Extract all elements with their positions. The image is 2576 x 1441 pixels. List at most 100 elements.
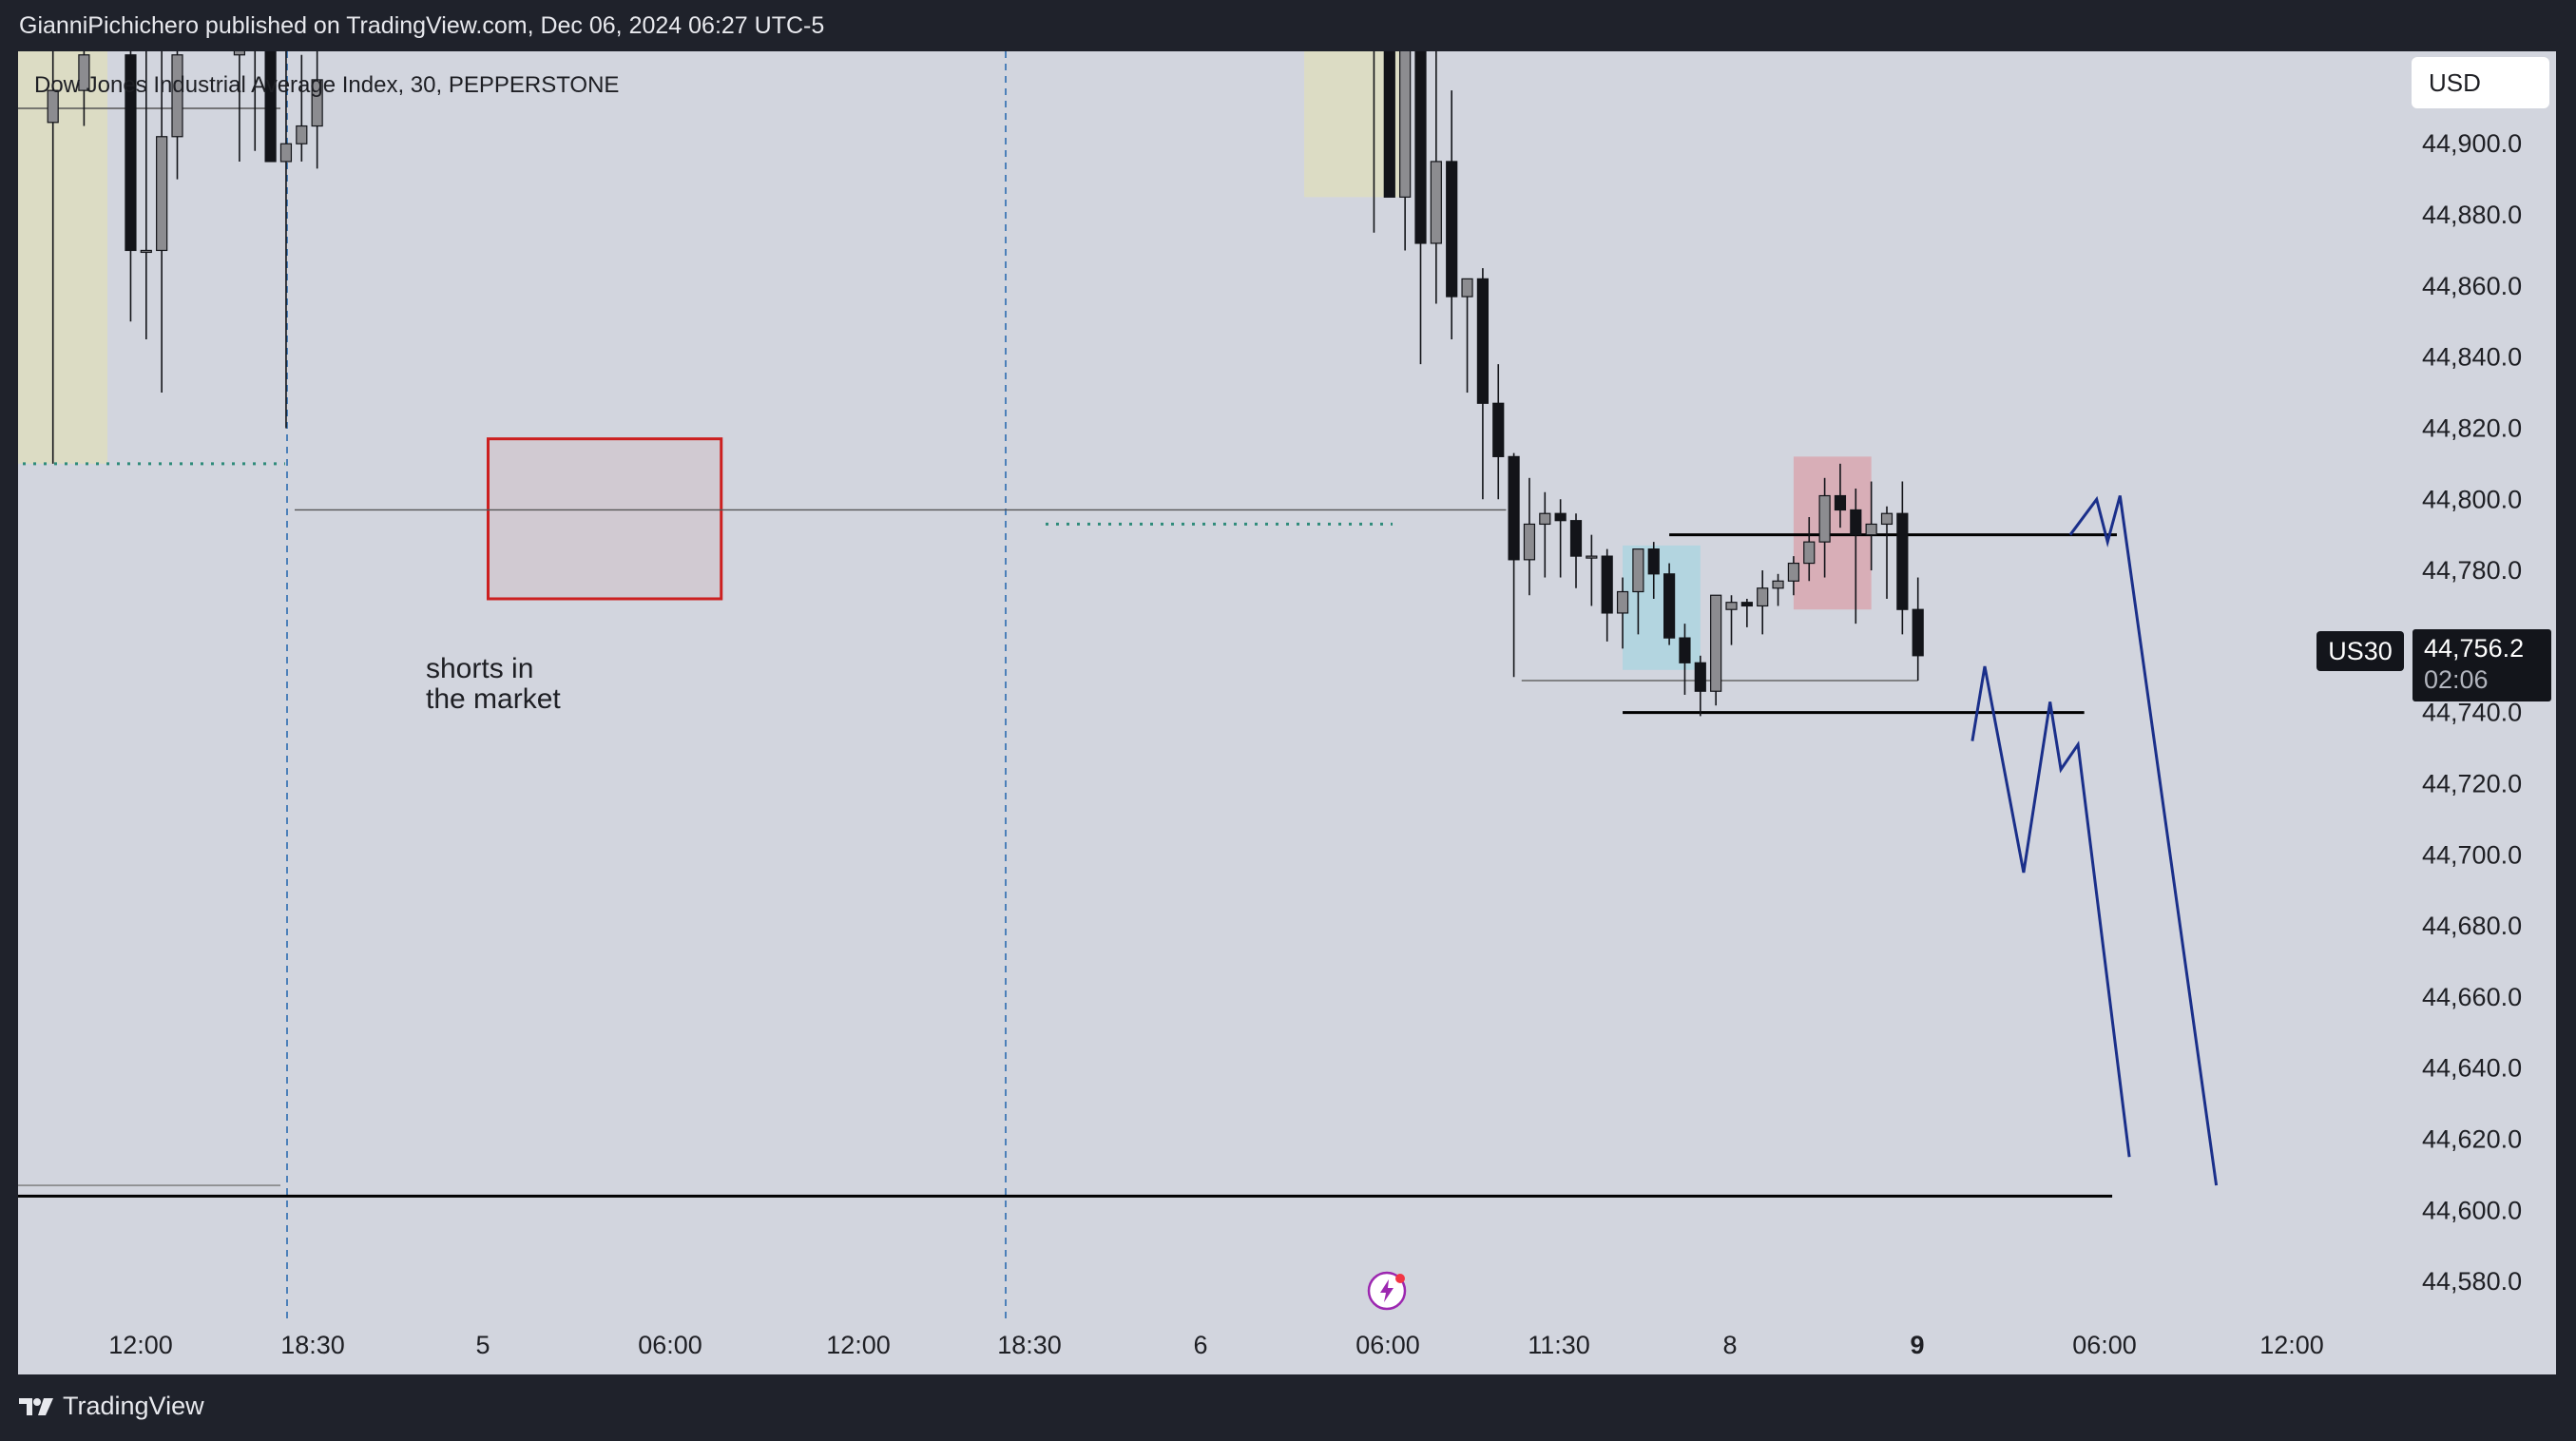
y-tick-label: 44,580.0 — [2422, 1267, 2522, 1296]
candle-body — [1725, 602, 1738, 610]
y-tick-label: 44,880.0 — [2422, 201, 2522, 229]
x-tick-label: 8 — [1722, 1331, 1737, 1359]
x-tick-label: 12:00 — [826, 1331, 891, 1359]
candle-body — [250, 30, 260, 48]
y-tick-label: 44,680.0 — [2422, 912, 2522, 940]
candle-body — [1616, 590, 1629, 614]
candle-body — [1663, 573, 1676, 639]
candle-body — [1679, 637, 1691, 663]
note-line-1: shorts in — [426, 653, 534, 684]
short-zone — [487, 437, 723, 601]
x-tick-label: 6 — [1193, 1331, 1207, 1359]
candle-body — [296, 125, 308, 144]
candle-body — [1539, 512, 1551, 526]
last-price: 44,756.2 — [2424, 634, 2525, 663]
y-tick-label: 44,600.0 — [2422, 1196, 2522, 1224]
y-tick-label: 44,640.0 — [2422, 1054, 2522, 1083]
publish-line: GianniPichichero published on TradingVie… — [19, 12, 825, 39]
candle-body — [1492, 402, 1505, 457]
y-tick-label: 44,840.0 — [2422, 343, 2522, 372]
projection-path-1 — [1970, 665, 2131, 1158]
y-tick-label: 44,780.0 — [2422, 556, 2522, 585]
x-tick-label: 5 — [475, 1331, 490, 1359]
candle-body — [1834, 494, 1847, 511]
candle-body — [311, 79, 323, 127]
candle-body — [1569, 520, 1583, 557]
y-tick-label: 44,820.0 — [2422, 413, 2522, 442]
candle-body — [1896, 512, 1909, 610]
session-highlight — [1304, 51, 1400, 198]
candle-body — [125, 54, 137, 252]
candle-body — [1772, 580, 1784, 589]
candle-body — [279, 143, 293, 163]
y-tick-label: 44,660.0 — [2422, 983, 2522, 1011]
candle-body — [1461, 278, 1473, 298]
candle-body — [1787, 562, 1800, 582]
candle-body — [1865, 523, 1877, 536]
candle-body — [1803, 541, 1816, 565]
x-tick-label: 11:30 — [1528, 1331, 1590, 1359]
x-tick-label: 06:00 — [2072, 1331, 2137, 1359]
y-tick-label: 44,700.0 — [2422, 840, 2522, 869]
symbol-description: Dow Jones Industrial Average Index, 30, … — [34, 72, 620, 98]
footer-bar: TradingView — [0, 1374, 2576, 1441]
y-tick-label: 44,860.0 — [2422, 272, 2522, 300]
candle-body — [1383, 51, 1395, 198]
candle-body — [1554, 512, 1567, 522]
x-tick-label: 06:00 — [1355, 1331, 1420, 1359]
y-tick-label: 44,620.0 — [2422, 1124, 2522, 1153]
candle-body — [140, 249, 152, 254]
candle-body — [1912, 608, 1924, 657]
candle-body — [47, 89, 59, 124]
candle-body — [1632, 548, 1644, 593]
currency-button[interactable]: USD — [2412, 57, 2549, 108]
candle-body — [1446, 161, 1458, 298]
candle-body — [1818, 494, 1831, 543]
candle-body — [1369, 19, 1379, 21]
candle-body — [1430, 161, 1442, 244]
x-tick-label: 9 — [1910, 1331, 1924, 1359]
projection-path-2 — [2068, 495, 2219, 1186]
y-tick-label: 44,740.0 — [2422, 699, 2522, 727]
chart-panel[interactable] — [18, 51, 2556, 1374]
candle-body — [264, 51, 277, 163]
y-tick-label: 44,720.0 — [2422, 769, 2522, 797]
candle-body — [1508, 455, 1520, 561]
tradingview-logo-icon — [19, 1397, 53, 1415]
candle-body — [1757, 587, 1769, 607]
x-tick-label: 12:00 — [108, 1331, 173, 1359]
last-price-tag: 44,756.2 02:06 — [2413, 629, 2551, 701]
candle-body — [1850, 509, 1862, 536]
candle-body — [1586, 555, 1598, 559]
candle-body — [1740, 602, 1753, 607]
candle-body — [1476, 278, 1490, 404]
candle-body — [1647, 548, 1660, 575]
candle-body — [1694, 662, 1706, 692]
candle-body — [1414, 51, 1427, 244]
candle-body — [1710, 594, 1722, 692]
chart-note: shorts in the market — [426, 654, 561, 715]
candle-body — [1601, 555, 1613, 614]
note-line-2: the market — [426, 683, 561, 715]
x-tick-label: 12:00 — [2259, 1331, 2324, 1359]
candle-body — [78, 54, 90, 91]
candle-body — [233, 51, 245, 56]
candle-body — [156, 136, 168, 252]
candle-body — [1880, 512, 1894, 526]
symbol-tag: US30 — [2316, 631, 2404, 671]
y-tick-label: 44,800.0 — [2422, 485, 2522, 513]
candle-body — [1523, 523, 1536, 561]
flash-alert-icon[interactable] — [1367, 1271, 1407, 1311]
plot-area[interactable] — [16, 0, 2219, 1323]
candle-body — [171, 54, 183, 138]
x-tick-label: 06:00 — [638, 1331, 702, 1359]
y-tick-label: 44,900.0 — [2422, 129, 2522, 158]
bar-countdown: 02:06 — [2424, 665, 2489, 694]
x-tick-label: 18:30 — [997, 1331, 1062, 1359]
brand-name: TradingView — [63, 1392, 204, 1420]
session-highlight — [18, 51, 107, 464]
publish-header: GianniPichichero published on TradingVie… — [0, 0, 2576, 51]
brand[interactable]: TradingView — [19, 1392, 204, 1421]
x-tick-label: 18:30 — [280, 1331, 345, 1359]
